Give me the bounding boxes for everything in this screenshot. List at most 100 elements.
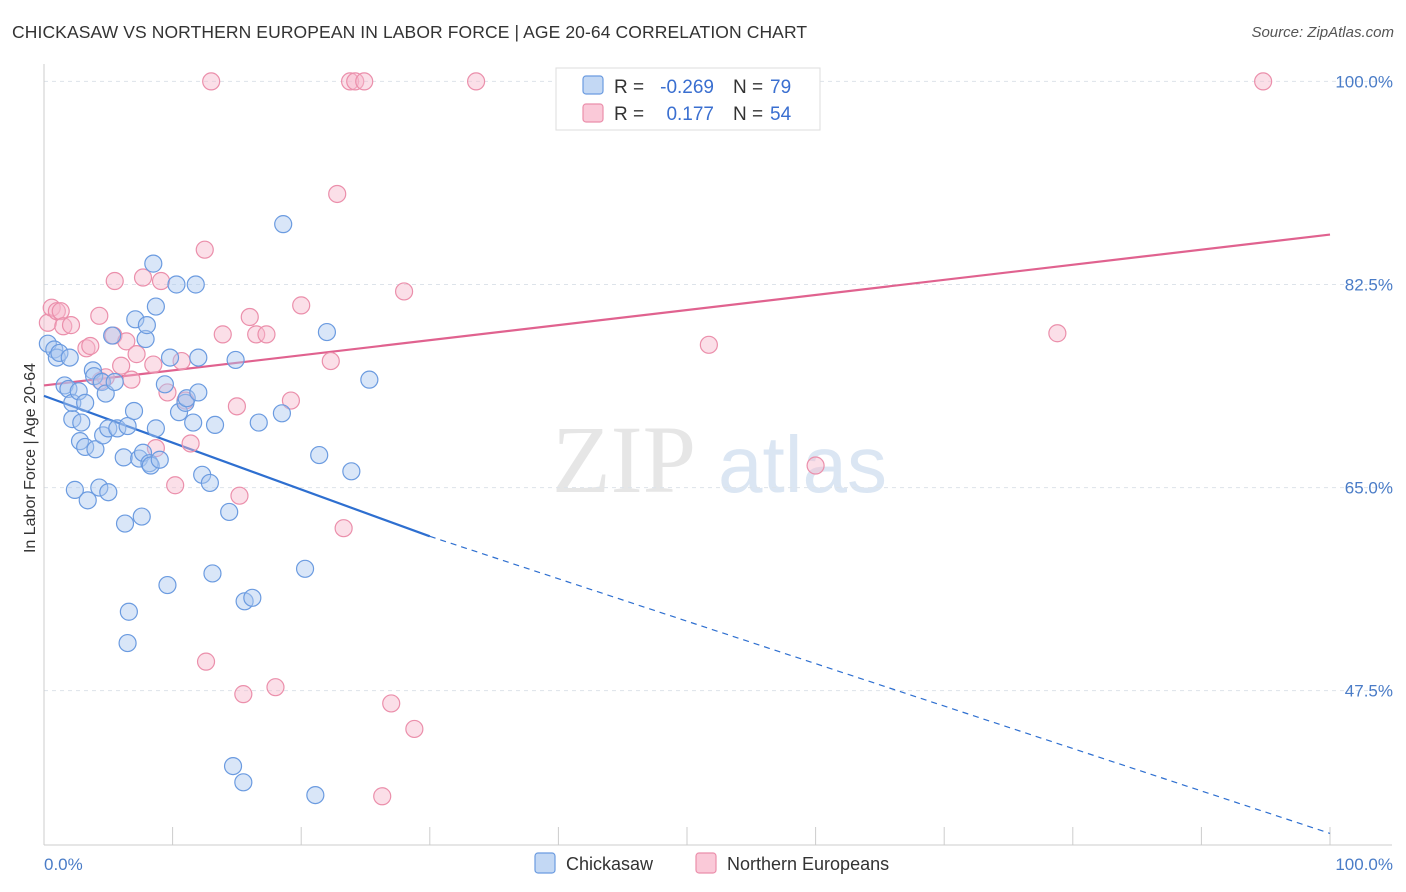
northern-europeans-point-45 xyxy=(373,787,392,806)
northern-europeans-point-36 xyxy=(266,678,285,697)
northern-europeans-point-32 xyxy=(234,685,253,704)
bottom-swatch-chickasaw xyxy=(534,852,556,874)
northern-europeans-point-35 xyxy=(257,325,276,344)
chickasaw-point-30 xyxy=(118,416,137,436)
watermark-atlas: atlas xyxy=(718,420,887,509)
chickasaw-point-56 xyxy=(189,348,208,367)
northern-europeans-point-4 xyxy=(54,317,73,336)
chickasaw-point-66 xyxy=(243,588,262,607)
chickasaw-point-53 xyxy=(184,413,203,432)
chickasaw-point-15 xyxy=(78,491,97,510)
northern-europeans-point-12 xyxy=(105,271,124,291)
legend-swatch-chickasaw xyxy=(582,75,604,95)
legend-r-value-1: -0.269 xyxy=(660,77,714,98)
x-tick-label-1: 100.0% xyxy=(1335,855,1393,874)
legend-swatch-northern-europeans xyxy=(582,103,604,123)
chickasaw-point-42 xyxy=(144,254,163,273)
chickasaw-point-71 xyxy=(306,785,325,805)
northern-europeans-point-17 xyxy=(133,268,153,287)
northern-europeans-point-44 xyxy=(355,72,374,91)
chickasaw-point-29 xyxy=(115,514,135,533)
y-tick-label-2: 65.0% xyxy=(1345,479,1393,498)
northern-europeans-point-46 xyxy=(382,694,401,713)
chickasaw-point-58 xyxy=(200,473,219,493)
axes xyxy=(43,64,1392,846)
northern-europeans-point-31 xyxy=(230,486,249,505)
chickasaw-point-44 xyxy=(146,297,165,316)
northern-europeans-point-54 xyxy=(1048,324,1067,343)
northern-europeans-point-55 xyxy=(1254,72,1273,91)
source-label: Source: ZipAtlas.com xyxy=(1251,24,1394,41)
chickasaw-point-39 xyxy=(137,316,156,335)
chickasaw-point-59 xyxy=(203,564,222,583)
northern-europeans-point-26 xyxy=(195,240,214,259)
legend-n-label-1: N = xyxy=(733,77,763,98)
northern-europeans-point-20 xyxy=(151,271,171,291)
legend-r-label-2: R = xyxy=(614,104,644,125)
legend-top: R = -0.269 N = 79 R = 0.177 N = 54 xyxy=(555,67,821,131)
chickasaw-point-18 xyxy=(86,440,105,459)
northern-europeans-point-27 xyxy=(196,652,216,671)
chickasaw-point-6 xyxy=(60,348,79,367)
chickasaw-point-31 xyxy=(118,633,137,653)
chickasaw-points xyxy=(38,215,379,805)
northern-europeans-point-48 xyxy=(405,719,424,739)
chickasaw-point-48 xyxy=(160,348,180,367)
northern-europeans-point-34 xyxy=(247,325,266,344)
northern-europeans-point-22 xyxy=(166,476,185,495)
y-tick-label-0: 100.0% xyxy=(1335,72,1393,91)
chickasaw-point-64 xyxy=(234,773,253,792)
legend-n-label-2: N = xyxy=(733,104,763,125)
legend-r-label-1: R = xyxy=(614,77,644,98)
chickasaw-point-46 xyxy=(155,375,174,394)
chickasaw-point-61 xyxy=(220,502,239,522)
chart-title: CHICKASAW VS NORTHERN EUROPEAN IN LABOR … xyxy=(12,22,808,42)
chickasaw-point-50 xyxy=(169,403,189,422)
chickasaw-point-20 xyxy=(92,372,111,392)
chickasaw-point-43 xyxy=(146,419,165,438)
northern-europeans-point-18 xyxy=(144,355,163,374)
chickasaw-point-12 xyxy=(72,413,91,432)
northern-europeans-point-30 xyxy=(227,397,246,416)
chickasaw-point-11 xyxy=(70,432,90,451)
northern-europeans-point-15 xyxy=(122,370,141,389)
chickasaw-point-33 xyxy=(124,401,144,421)
northern-europeans-point-29 xyxy=(213,325,232,344)
chickasaw-point-19 xyxy=(90,478,109,497)
chickasaw-point-9 xyxy=(65,480,84,499)
northern-europeans-point-2 xyxy=(47,302,66,321)
x-tick-label-0: 0.0% xyxy=(44,855,83,874)
northern-europeans-point-49 xyxy=(466,72,486,91)
northern-europeans-point-33 xyxy=(240,307,259,327)
chickasaw-point-70 xyxy=(295,559,315,578)
chickasaw-point-34 xyxy=(126,310,145,329)
chickasaw-point-62 xyxy=(223,756,243,776)
northern-europeans-point-5 xyxy=(61,316,81,335)
legend-n-value-2: 54 xyxy=(770,104,792,125)
chickasaw-point-28 xyxy=(114,448,133,467)
chickasaw-point-10 xyxy=(69,382,88,401)
northern-europeans-point-39 xyxy=(321,351,340,371)
chickasaw-point-38 xyxy=(136,329,155,349)
northern-europeans-point-42 xyxy=(340,72,360,91)
tick-labels: 100.0% 82.5% 65.0% 47.5% 0.0% 100.0% xyxy=(44,72,1393,874)
chickasaw-point-68 xyxy=(272,404,292,423)
chickasaw-point-63 xyxy=(226,350,245,370)
y-tick-label-3: 47.5% xyxy=(1345,682,1393,701)
northern-europeans-point-25 xyxy=(181,434,200,453)
chickasaw-point-13 xyxy=(76,393,95,412)
northern-europeans-point-38 xyxy=(292,296,311,315)
chickasaw-point-74 xyxy=(342,462,361,481)
chickasaw-point-60 xyxy=(205,415,225,435)
northern-europeans-point-3 xyxy=(51,302,70,321)
y-axis-label: In Labor Force | Age 20-64 xyxy=(22,363,39,553)
bottom-swatch-northern-europeans xyxy=(695,852,717,874)
northern-europeans-trendline xyxy=(43,233,1331,387)
chickasaw-point-25 xyxy=(103,326,122,345)
northern-europeans-point-8 xyxy=(90,306,109,325)
chickasaw-point-54 xyxy=(186,275,205,294)
northern-europeans-point-52 xyxy=(699,335,718,354)
y-tick-label-1: 82.5% xyxy=(1345,275,1393,294)
chickasaw-trendline-dashed xyxy=(429,535,1331,834)
